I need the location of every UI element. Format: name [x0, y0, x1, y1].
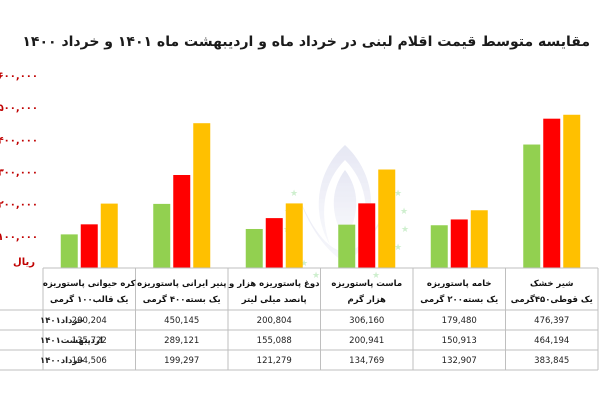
svg-text:★: ★ — [312, 271, 320, 281]
bar-2 — [543, 118, 561, 268]
category-label: شیر خشک — [530, 279, 574, 289]
svg-text:★: ★ — [300, 259, 308, 269]
data-label: 450,145 — [164, 316, 199, 326]
data-label: 150,913 — [442, 336, 477, 346]
category-label: خامه پاستوریزه — [427, 279, 492, 289]
category-label: یک بسته۴۰۰ گرمی — [143, 294, 221, 305]
data-label: 200,941 — [349, 336, 384, 346]
bar-1 — [338, 224, 356, 268]
y-tick-label: ۲۰۰,۰۰۰ — [0, 200, 38, 211]
data-label: 383,845 — [534, 356, 569, 366]
bar-2 — [80, 224, 98, 268]
bar-3 — [470, 210, 488, 268]
y-tick-label: ۶۰۰,۰۰۰ — [0, 71, 38, 82]
bar-3 — [285, 203, 303, 268]
bar-3 — [563, 114, 581, 268]
bar-2 — [265, 218, 283, 268]
data-label: 199,297 — [164, 356, 199, 366]
svg-text:★: ★ — [394, 189, 402, 199]
data-label: 200,804 — [257, 316, 292, 326]
bar-2 — [173, 174, 191, 268]
category-label: یک قالب۱۰۰ گرمی — [50, 294, 128, 305]
bar-2 — [358, 203, 376, 268]
data-label: 200,204 — [72, 316, 107, 326]
bar-3 — [100, 203, 118, 268]
data-label: 104,506 — [72, 356, 107, 366]
svg-text:★: ★ — [394, 243, 402, 253]
data-label: 289,121 — [164, 336, 199, 346]
bar-3 — [378, 169, 396, 268]
y-axis-label: ریال — [13, 257, 35, 268]
data-label: 155,088 — [257, 336, 292, 346]
bar-1 — [245, 228, 263, 268]
category-label: دوغ پاستوریزه هزار و — [228, 279, 320, 289]
data-label: 464,194 — [534, 336, 569, 346]
bar-1 — [523, 144, 541, 268]
data-label: 179,480 — [442, 316, 477, 326]
data-label: 134,769 — [349, 356, 384, 366]
category-label: پنیر ایرانی پاستوریزه — [137, 279, 226, 289]
svg-text:★: ★ — [290, 189, 298, 199]
data-label: 306,160 — [349, 316, 384, 326]
svg-text:★: ★ — [401, 225, 409, 235]
category-label: کره حیوانی پاستوریزه — [43, 279, 136, 289]
category-label: هزار گرم — [348, 294, 387, 305]
data-label: 476,397 — [534, 316, 569, 326]
svg-text:★: ★ — [372, 271, 380, 281]
bar-1 — [153, 203, 171, 268]
bar-2 — [450, 219, 468, 268]
data-label: 135,722 — [72, 336, 107, 346]
legend-row-label: خرداد۱۴۰۰ — [40, 356, 84, 366]
category-label: ماست پاستوریزه — [331, 279, 402, 289]
legend-row-label: خرداد۱۴۰۱ — [40, 316, 84, 326]
legend-row-label: اردیبهشت۱۴۰۱ — [40, 336, 103, 346]
bar-1 — [60, 234, 78, 268]
y-tick-label: ۵۰۰,۰۰۰ — [0, 103, 38, 114]
category-label: پانصد میلی لیتر — [241, 295, 307, 305]
chart-title: مقایسه متوسط قیمت اقلام لبنی در خرداد ما… — [22, 34, 590, 50]
category-label: یک بسته۲۰۰ گرمی — [420, 294, 498, 305]
bar-1 — [430, 225, 448, 268]
data-label: 121,279 — [257, 356, 292, 366]
data-label: 132,907 — [442, 356, 477, 366]
y-tick-label: ۴۰۰,۰۰۰ — [0, 135, 38, 146]
y-tick-label: ۳۰۰,۰۰۰ — [0, 168, 38, 179]
category-label: یک قوطی۴۵۰گرمی — [511, 294, 593, 305]
bar-3 — [193, 123, 211, 268]
svg-text:★: ★ — [400, 207, 408, 217]
y-tick-label: ۱۰۰,۰۰۰ — [0, 232, 38, 243]
